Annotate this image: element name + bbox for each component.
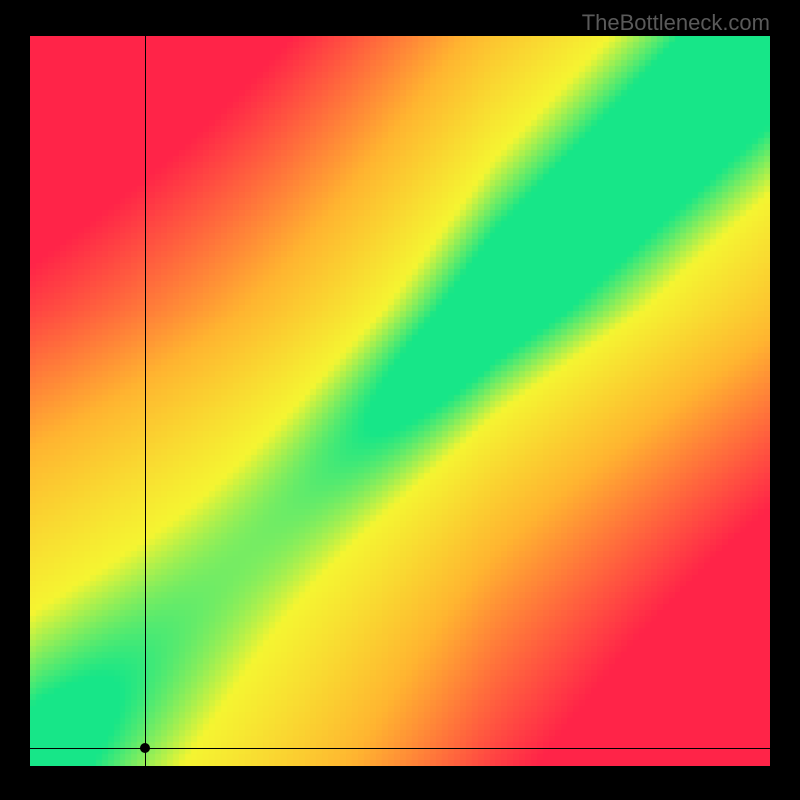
crosshair-vertical bbox=[145, 36, 146, 766]
heatmap-canvas bbox=[30, 36, 770, 766]
bottleneck-heatmap bbox=[30, 36, 770, 766]
watermark-text: TheBottleneck.com bbox=[582, 10, 770, 36]
crosshair-marker bbox=[140, 743, 150, 753]
